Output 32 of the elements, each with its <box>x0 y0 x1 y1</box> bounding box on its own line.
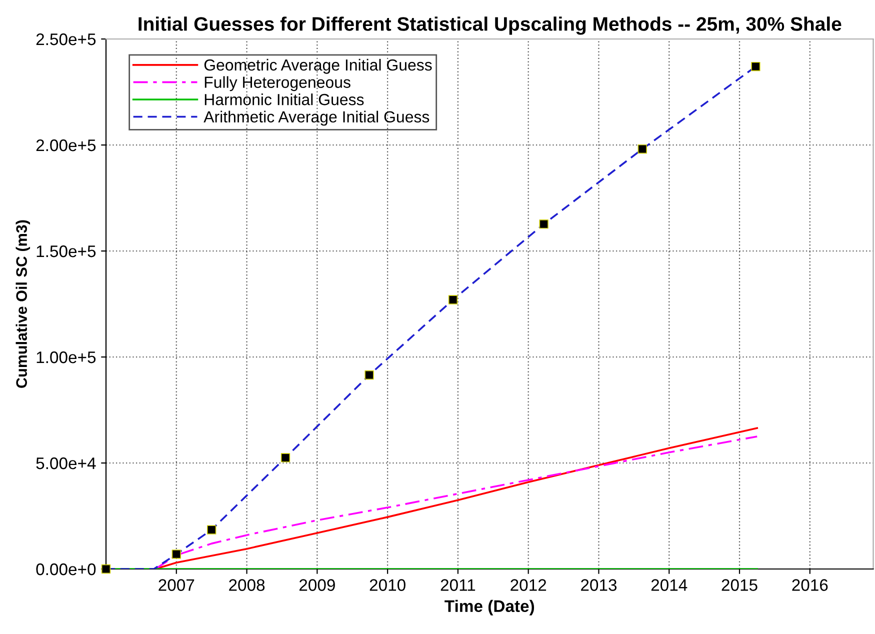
y-axis-title: Cumulative Oil SC (m3) <box>16 220 30 388</box>
point <box>172 550 181 559</box>
legend-label: Geometric Average Initial Guess <box>204 58 432 74</box>
legend-label: Fully Heterogeneous <box>204 76 350 92</box>
x-tick-label: 2014 <box>651 579 688 591</box>
x-tick-label: 2010 <box>370 579 406 591</box>
point <box>364 370 374 380</box>
point <box>207 525 216 534</box>
legend-label: Harmonic Initial Guess <box>204 94 364 106</box>
point <box>751 62 760 72</box>
point <box>638 144 647 154</box>
y-tick-label: 2.00e+5 <box>36 139 96 152</box>
x-axis-title: Time (Date) <box>444 600 534 616</box>
legend-label: Arithmetic Average Initial Guess <box>204 110 430 126</box>
y-tick-label: 0.00e+0 <box>36 563 96 576</box>
y-tick-label: 1.50e+5 <box>36 245 96 258</box>
point <box>539 219 548 229</box>
point <box>101 564 111 574</box>
x-tick-label: 2012 <box>510 579 546 591</box>
x-tick-label: 2009 <box>299 579 335 591</box>
x-tick-label: 2007 <box>158 579 194 591</box>
point <box>280 453 290 462</box>
chart-title: Initial Guesses for Different Statistical Upscaling Methods -- 25m, 30% Shale <box>138 16 842 35</box>
y-tick-label: 5.00e+4 <box>36 457 96 470</box>
point <box>448 295 458 304</box>
y-tick-label: 2.50e+5 <box>36 33 96 46</box>
x-tick-label: 2013 <box>581 579 617 591</box>
x-tick-label: 2011 <box>440 579 476 591</box>
x-tick-label: 2016 <box>792 579 828 591</box>
x-tick-label: 2008 <box>229 579 265 591</box>
y-tick-label: 1.00e+5 <box>36 351 96 364</box>
x-tick-label: 2015 <box>722 579 758 591</box>
